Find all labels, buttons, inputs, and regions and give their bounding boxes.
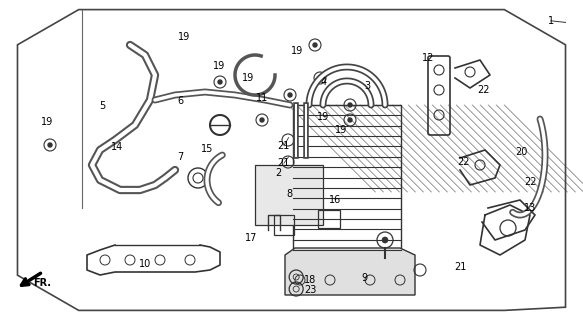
Text: FR.: FR. xyxy=(33,278,51,288)
Circle shape xyxy=(313,43,317,47)
Text: 21: 21 xyxy=(278,140,290,151)
Circle shape xyxy=(288,93,292,97)
Text: 20: 20 xyxy=(515,147,528,157)
Bar xyxy=(293,105,401,250)
Circle shape xyxy=(218,80,222,84)
Bar xyxy=(318,210,340,228)
Text: 19: 19 xyxy=(177,32,190,42)
Text: 22: 22 xyxy=(477,84,490,95)
Text: 13: 13 xyxy=(524,203,537,213)
Text: 1: 1 xyxy=(548,16,554,26)
Bar xyxy=(255,165,323,225)
Text: 14: 14 xyxy=(110,142,123,152)
Circle shape xyxy=(348,118,352,122)
Text: 19: 19 xyxy=(317,112,330,122)
Text: 19: 19 xyxy=(40,116,53,127)
Text: 21: 21 xyxy=(278,158,290,168)
Text: 5: 5 xyxy=(99,100,105,111)
Text: 19: 19 xyxy=(212,60,225,71)
Circle shape xyxy=(382,237,388,243)
Text: 11: 11 xyxy=(256,92,269,103)
Text: 8: 8 xyxy=(287,188,293,199)
Text: 3: 3 xyxy=(364,81,370,92)
Text: 12: 12 xyxy=(422,52,435,63)
Text: 22: 22 xyxy=(457,156,470,167)
Circle shape xyxy=(318,76,322,80)
Text: 7: 7 xyxy=(178,152,184,162)
Text: 19: 19 xyxy=(335,124,347,135)
Bar xyxy=(274,215,294,235)
Text: 16: 16 xyxy=(329,195,342,205)
Text: 22: 22 xyxy=(524,177,537,188)
Text: 23: 23 xyxy=(304,284,317,295)
Text: 4: 4 xyxy=(321,76,326,87)
Text: 15: 15 xyxy=(201,144,213,154)
Text: 6: 6 xyxy=(178,96,184,106)
Circle shape xyxy=(260,118,264,122)
Text: 10: 10 xyxy=(138,259,151,269)
Text: 19: 19 xyxy=(291,46,304,56)
Text: 19: 19 xyxy=(241,73,254,84)
Text: 21: 21 xyxy=(454,262,467,272)
Text: 2: 2 xyxy=(276,168,282,178)
Text: 9: 9 xyxy=(361,273,367,284)
Circle shape xyxy=(348,103,352,107)
Circle shape xyxy=(48,143,52,147)
Text: 17: 17 xyxy=(244,233,257,244)
Polygon shape xyxy=(285,248,415,295)
Text: 18: 18 xyxy=(304,275,317,285)
